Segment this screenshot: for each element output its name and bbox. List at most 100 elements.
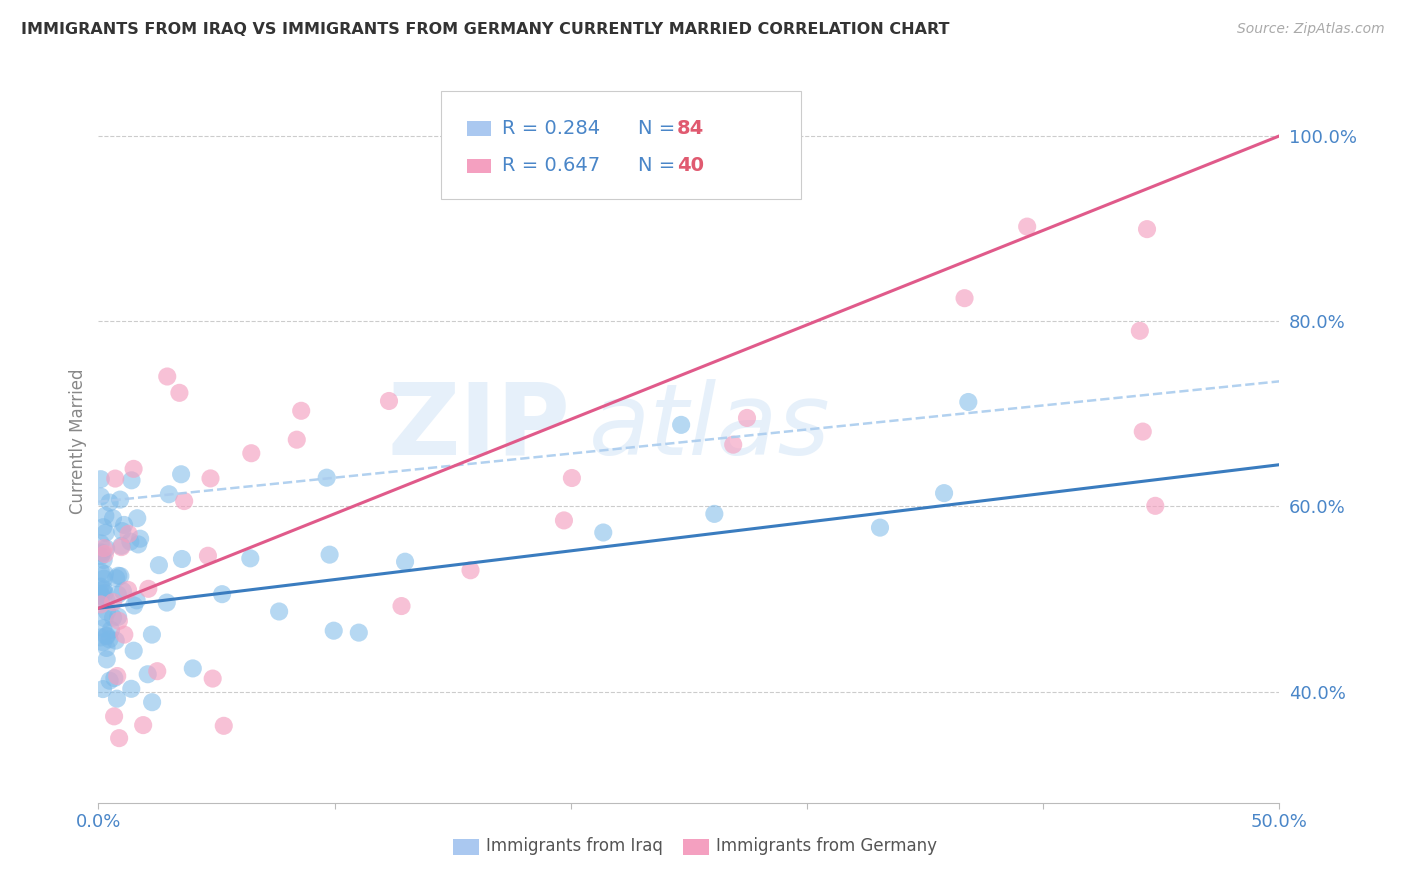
Point [94, 566, 117, 581]
Point [240, 446, 263, 460]
Point [592, 525, 614, 540]
Point [90, 549, 112, 563]
Point [91, 582, 114, 597]
Point [211, 587, 233, 601]
Point [122, 599, 145, 613]
Point [90, 472, 112, 486]
Point [170, 552, 193, 566]
Point [112, 627, 135, 641]
Point [93, 541, 115, 555]
Point [98, 495, 121, 509]
Point [91, 520, 114, 534]
Point [378, 394, 401, 409]
Point [108, 731, 131, 746]
Text: N =: N = [638, 119, 682, 138]
Point [110, 569, 132, 583]
Point [111, 584, 134, 599]
Point [170, 467, 193, 482]
Point [94, 547, 117, 561]
Point [200, 471, 222, 485]
Point [181, 661, 204, 675]
Text: IMMIGRANTS FROM IRAQ VS IMMIGRANTS FROM GERMANY CURRENTLY MARRIED CORRELATION CH: IMMIGRANTS FROM IRAQ VS IMMIGRANTS FROM … [21, 22, 949, 37]
Point [90, 545, 112, 559]
Point [107, 609, 129, 624]
Point [136, 582, 159, 596]
Point [90, 536, 112, 550]
Point [212, 719, 235, 733]
Point [197, 549, 219, 563]
Point [90, 565, 112, 579]
Point [269, 605, 291, 619]
Text: N =: N = [638, 156, 682, 176]
Point [104, 633, 127, 648]
Point [869, 521, 891, 535]
Point [112, 517, 135, 532]
Point [110, 540, 132, 554]
Point [932, 486, 955, 500]
Point [108, 614, 131, 628]
Point [96, 652, 118, 666]
Point [315, 471, 337, 485]
Text: Immigrants from Germany: Immigrants from Germany [716, 838, 938, 855]
Point [94, 586, 117, 600]
Point [90, 490, 112, 504]
Text: ZIP: ZIP [388, 378, 571, 475]
Text: 40: 40 [678, 156, 704, 176]
Point [105, 669, 128, 683]
Point [103, 671, 125, 685]
Point [101, 610, 124, 624]
Point [957, 395, 980, 409]
Point [93, 572, 115, 586]
Point [129, 532, 152, 546]
Text: R = 0.647: R = 0.647 [502, 156, 600, 176]
Point [96, 605, 118, 619]
Point [141, 695, 163, 709]
Point [103, 709, 125, 723]
Point [107, 588, 129, 602]
Point [93, 582, 115, 596]
Point [561, 471, 583, 485]
Point [146, 664, 169, 678]
Point [391, 599, 413, 613]
Point [201, 672, 224, 686]
Point [1017, 219, 1039, 234]
Point [157, 487, 180, 501]
Point [101, 595, 124, 609]
Point [394, 555, 416, 569]
Point [108, 492, 131, 507]
Point [347, 625, 370, 640]
Point [120, 534, 142, 549]
Point [90, 590, 112, 604]
Point [120, 681, 142, 696]
Text: Immigrants from Iraq: Immigrants from Iraq [486, 838, 662, 855]
Point [94, 508, 117, 523]
Point [953, 291, 976, 305]
Point [553, 513, 575, 527]
Point [239, 551, 262, 566]
Point [141, 627, 163, 641]
Point [96, 629, 118, 643]
Point [127, 511, 149, 525]
Point [318, 548, 340, 562]
Point [96, 541, 118, 556]
Point [90, 598, 112, 612]
Point [121, 473, 143, 487]
Point [148, 558, 170, 573]
Point [104, 472, 127, 486]
Point [90, 631, 112, 645]
Text: 84: 84 [678, 119, 704, 138]
Point [127, 537, 149, 551]
Point [1132, 425, 1154, 439]
FancyBboxPatch shape [441, 91, 801, 200]
Point [1136, 222, 1159, 236]
Point [703, 507, 725, 521]
Point [105, 571, 128, 585]
Point [290, 404, 312, 418]
Point [100, 623, 122, 637]
Point [96, 593, 118, 607]
Point [105, 691, 128, 706]
Text: Source: ZipAtlas.com: Source: ZipAtlas.com [1237, 22, 1385, 37]
Point [1144, 499, 1167, 513]
Point [122, 643, 145, 657]
Point [93, 553, 115, 567]
